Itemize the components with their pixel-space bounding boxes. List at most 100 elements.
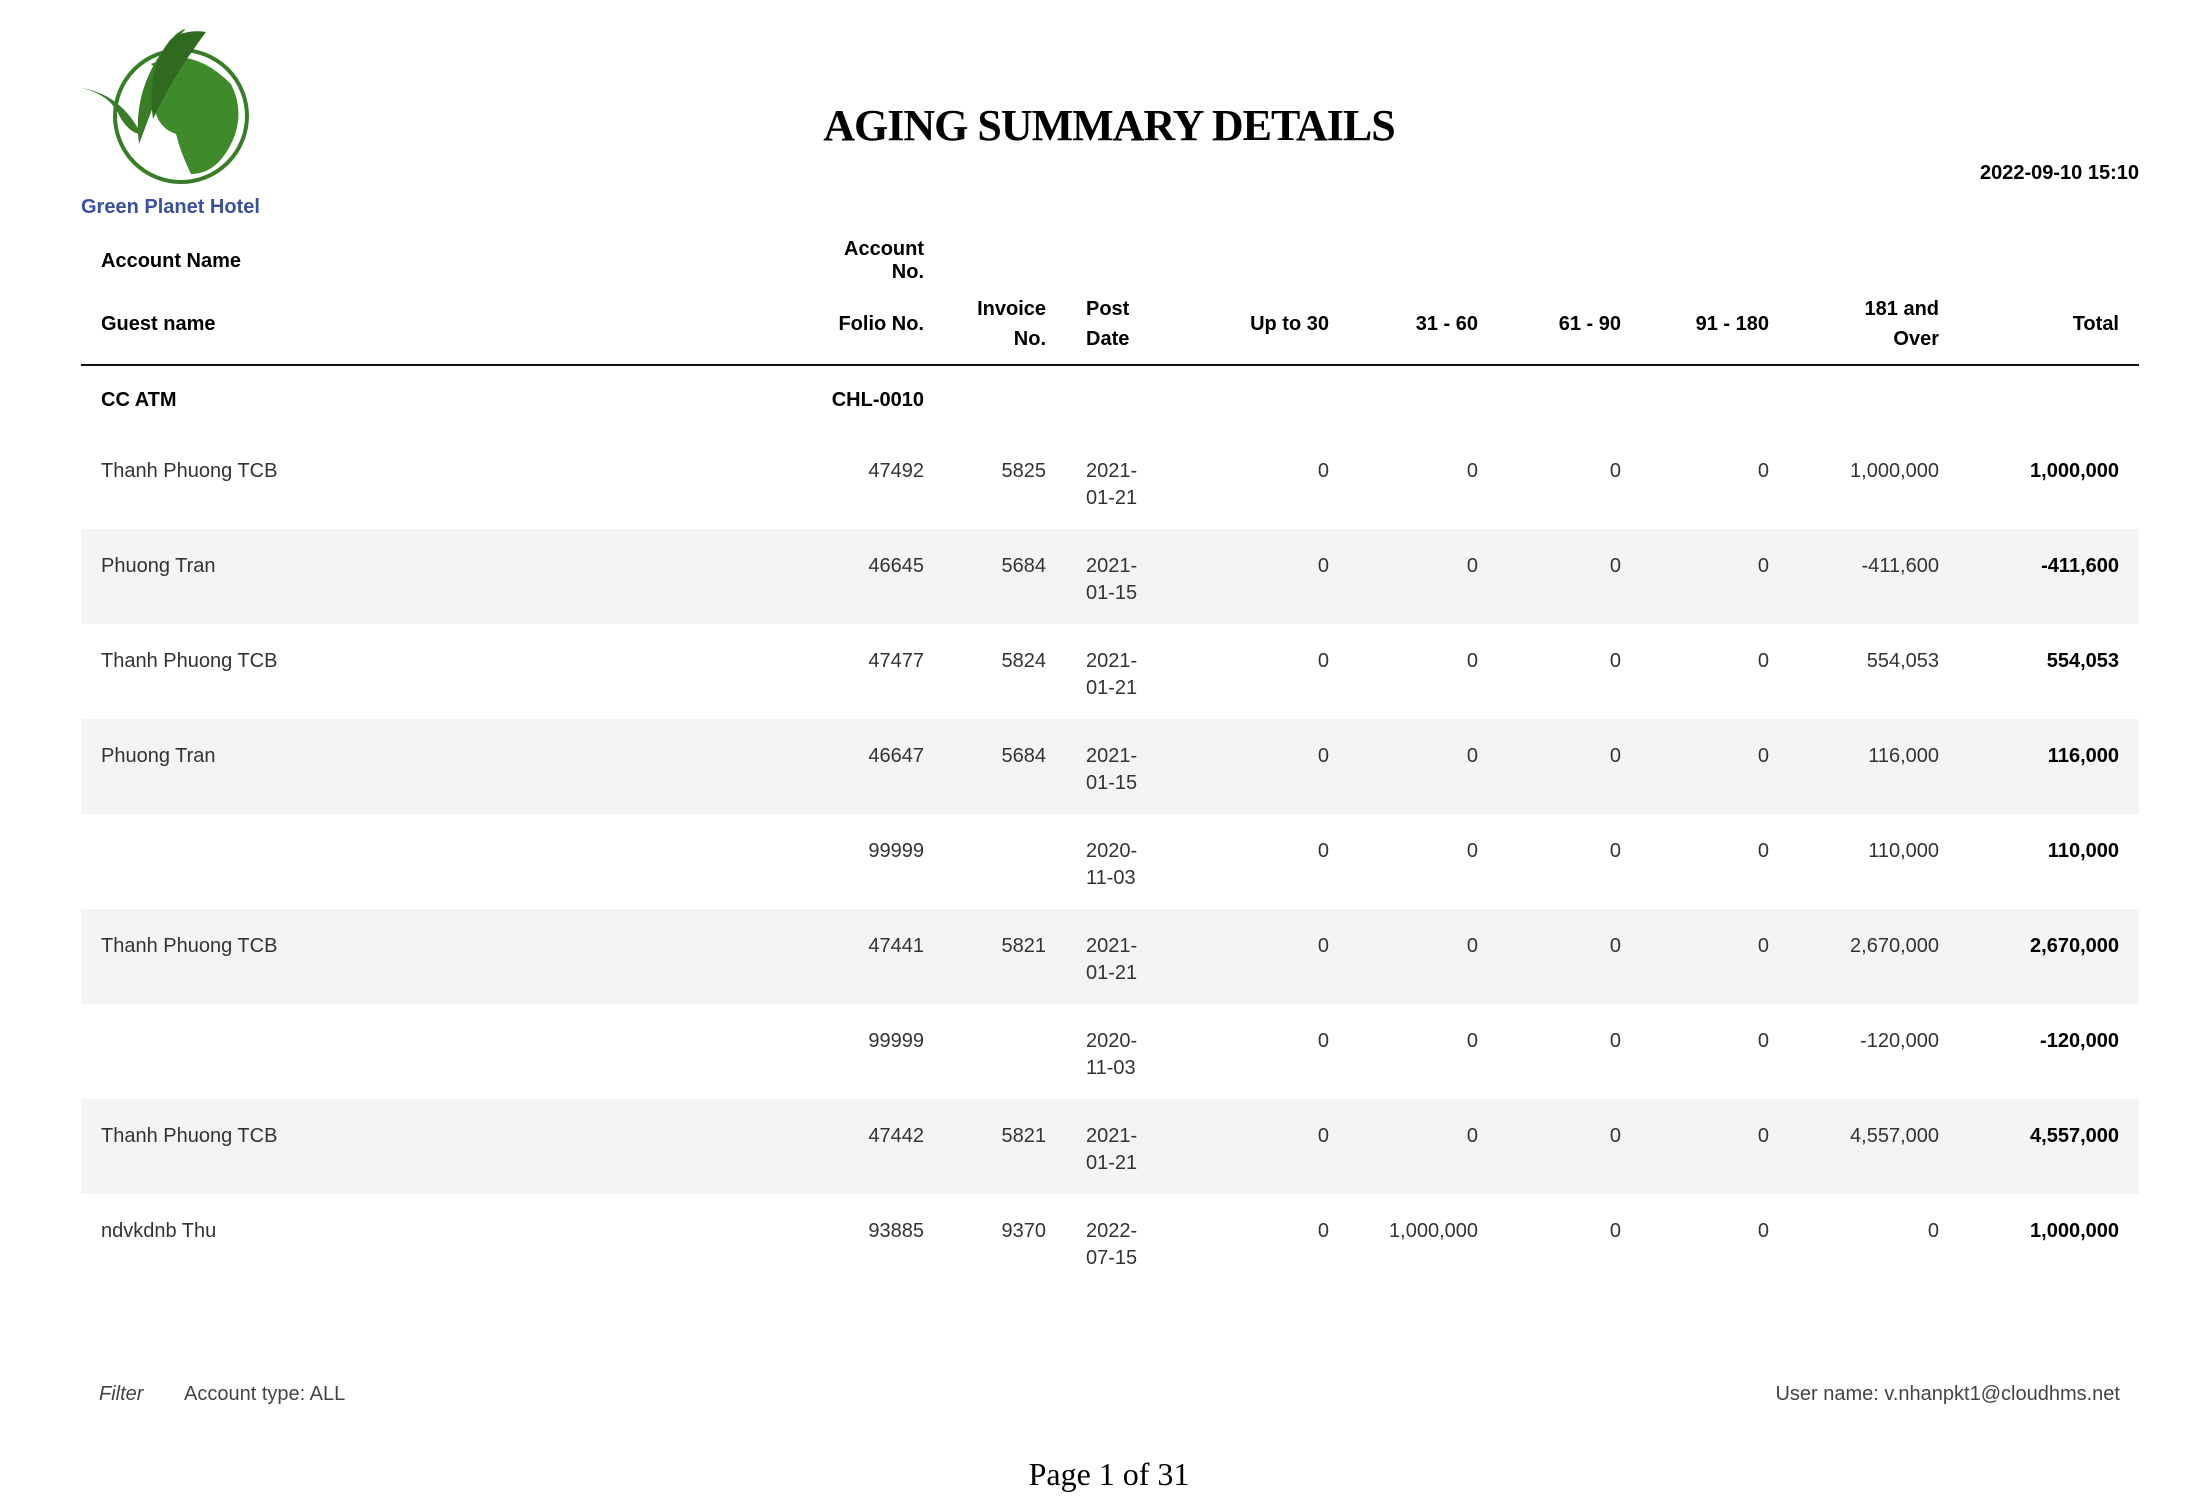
cell-b60: 0 — [1466, 840, 1478, 862]
col-account-name: Account Name — [101, 249, 242, 272]
cell-invoice: 5825 — [1001, 460, 1047, 482]
account-number: CHL-0010 — [831, 388, 924, 411]
aging-table: Account Name Account No. Guest name Foli… — [81, 238, 2139, 1289]
table-row: Thanh Phuong TCB 47442 5821 2021- 01-21 0 0 0 0 4… — [81, 1099, 2139, 1194]
header-row-account: Account Name Account No. — [81, 238, 2139, 284]
hotel-logo-globe-icon — [81, 29, 249, 184]
cell-b30: 0 — [1190, 1099, 1349, 1194]
cell-b30: 0 — [1317, 1030, 1329, 1052]
cell-b60: 0 — [1466, 1030, 1478, 1052]
cell-b60: 0 — [1349, 719, 1498, 814]
col-post-date: Post Date — [1066, 284, 1190, 366]
col-folio-no: Folio No. — [790, 284, 944, 366]
cell-over: 1,000,000 — [1850, 460, 1939, 482]
printed-timestamp: 2022-09-10 15:10 — [1979, 162, 2139, 184]
report-title: AGING SUMMARY DETAILS — [823, 101, 1396, 150]
cell-date: 2021- 01-21 — [1066, 1099, 1190, 1194]
cell-b180: 0 — [1641, 1099, 1789, 1194]
cell-b60: 0 — [1349, 1099, 1498, 1194]
cell-folio: 99999 — [868, 840, 924, 862]
account-row: CC ATM CHL-0010 — [81, 365, 2139, 434]
cell-invoice — [944, 814, 1066, 909]
cell-date: 2021- 01-21 — [1066, 909, 1190, 1004]
cell-guest — [81, 1004, 790, 1099]
cell-b90: 0 — [1498, 719, 1641, 814]
col-91-180: 91 - 180 — [1641, 284, 1789, 366]
cell-guest: Thanh Phuong TCB — [81, 1099, 790, 1194]
cell-guest: Thanh Phuong TCB — [81, 909, 790, 1004]
cell-total: 2,670,000 — [1959, 909, 2139, 1004]
cell-guest: ndvkdnb Thu — [101, 1220, 217, 1242]
cell-b180: 0 — [1757, 460, 1769, 482]
cell-over: 554,053 — [1866, 650, 1939, 672]
cell-b60: 0 — [1466, 650, 1478, 672]
cell-date: 2021- 01-21 — [1086, 650, 1138, 699]
cell-b180: 0 — [1757, 840, 1769, 862]
cell-date: 2021- 01-21 — [1086, 460, 1138, 509]
table-row: Thanh Phuong TCB 47441 5821 2021- 01-21 0 0 0 0 2… — [81, 909, 2139, 1004]
cell-over: -411,600 — [1789, 529, 1959, 624]
cell-b30: 0 — [1190, 719, 1349, 814]
table-row: 99999 2020- 11-03 0 0 0 0 110,000 110,000 — [81, 814, 2139, 909]
cell-folio: 46647 — [790, 719, 944, 814]
cell-guest: Thanh Phuong TCB — [101, 460, 278, 482]
cell-total: 1,000,000 — [2030, 1220, 2119, 1242]
cell-b30: 0 — [1317, 460, 1329, 482]
cell-over: 4,557,000 — [1789, 1099, 1959, 1194]
cell-date: 2021- 01-15 — [1066, 719, 1190, 814]
cell-b180: 0 — [1641, 909, 1789, 1004]
cell-invoice: 5821 — [944, 909, 1066, 1004]
col-61-90: 61 - 90 — [1498, 284, 1641, 366]
cell-b30: 0 — [1190, 529, 1349, 624]
cell-guest — [81, 814, 790, 909]
cell-invoice: 9370 — [1001, 1220, 1047, 1242]
user-name: User name: v.nhanpkt1@cloudhms.net — [1775, 1383, 2120, 1405]
cell-b60: 1,000,000 — [1389, 1220, 1478, 1242]
cell-b90: 0 — [1498, 529, 1641, 624]
cell-invoice: 5684 — [944, 719, 1066, 814]
filter-value: Account type: ALL — [184, 1383, 346, 1405]
table-row: Phuong Tran 46645 5684 2021- 01-15 0 0 0 0 -411,6… — [81, 529, 2139, 624]
cell-folio: 46645 — [790, 529, 944, 624]
cell-b60: 0 — [1349, 529, 1498, 624]
filter-label: Filter — [99, 1383, 144, 1405]
cell-b180: 0 — [1641, 719, 1789, 814]
cell-total: 110,000 — [2047, 840, 2119, 862]
cell-total: 4,557,000 — [1959, 1099, 2139, 1194]
cell-date: 2020- 11-03 — [1086, 840, 1138, 889]
cell-total: -120,000 — [2040, 1030, 2119, 1052]
cell-over: 0 — [1927, 1220, 1939, 1242]
cell-over: 116,000 — [1789, 719, 1959, 814]
cell-folio: 47441 — [790, 909, 944, 1004]
cell-b60: 0 — [1466, 460, 1478, 482]
cell-b90: 0 — [1498, 909, 1641, 1004]
cell-folio: 47442 — [790, 1099, 944, 1194]
cell-b180: 0 — [1757, 650, 1769, 672]
cell-b60: 0 — [1349, 909, 1498, 1004]
col-guest-name: Guest name — [81, 284, 790, 366]
header-row-columns: Guest name Folio No. Invoice No. Post Date… — [81, 284, 2139, 366]
cell-date: 2020- 11-03 — [1086, 1030, 1138, 1079]
cell-invoice: 5684 — [944, 529, 1066, 624]
cell-date: 2022- 07-15 — [1086, 1220, 1138, 1269]
cell-b180: 0 — [1757, 1030, 1769, 1052]
cell-total: -411,600 — [1959, 529, 2139, 624]
hotel-name: Green Planet Hotel — [81, 196, 260, 218]
table-row: Thanh Phuong TCB 47492 5825 2021- 01-21 0 0 0 0 1… — [81, 434, 2139, 529]
table-row: ndvkdnb Thu 93885 9370 2022- 07-15 0 1,000,000… — [81, 1194, 2139, 1289]
table-row: Phuong Tran 46647 5684 2021- 01-15 0 0 0 0 116,00… — [81, 719, 2139, 814]
cell-total: 554,053 — [2046, 650, 2119, 672]
cell-guest: Thanh Phuong TCB — [101, 650, 278, 672]
account-name: CC ATM — [101, 388, 177, 411]
cell-guest: Phuong Tran — [81, 719, 790, 814]
col-invoice-no: Invoice No. — [944, 284, 1066, 366]
cell-over: 110,000 — [1868, 840, 1939, 862]
cell-b30: 0 — [1190, 909, 1349, 1004]
cell-b180: 0 — [1641, 529, 1789, 624]
cell-over: 2,670,000 — [1789, 909, 1959, 1004]
cell-total: 1,000,000 — [2030, 460, 2119, 482]
cell-b30: 0 — [1317, 840, 1329, 862]
col-181-over: 181 and Over — [1789, 284, 1959, 366]
table-row: 99999 2020- 11-03 0 0 0 0 -120,000 -120,000 — [81, 1004, 2139, 1099]
cell-b90: 0 — [1609, 460, 1621, 482]
